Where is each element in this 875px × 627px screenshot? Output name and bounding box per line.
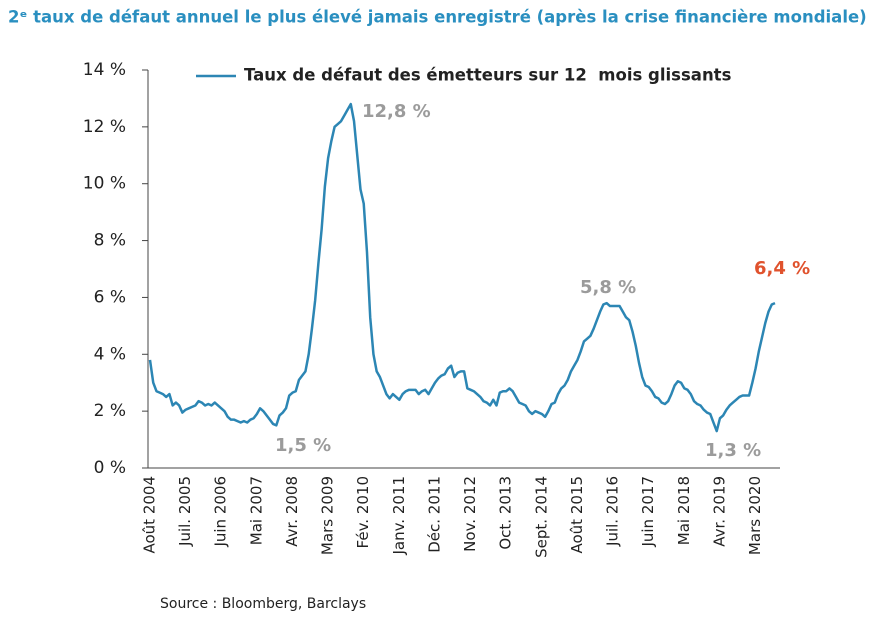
chart-title: 2ᵉ taux de défaut annuel le plus élevé j…: [8, 8, 867, 27]
x-tick-label: Mars 2009: [319, 476, 337, 555]
x-tick-label: Août 2004: [141, 476, 159, 554]
x-tick-label: Avr. 2019: [710, 476, 728, 547]
annotation: 1,3 %: [705, 440, 761, 461]
x-tick-label: Janv. 2011: [390, 476, 408, 556]
y-tick-label: 4 %: [94, 344, 126, 364]
x-tick-label: Juin 2017: [639, 476, 657, 548]
line: [148, 102, 776, 433]
x-tick-label: Nov. 2012: [461, 476, 479, 552]
source: Source : Bloomberg, Barclays: [160, 596, 366, 612]
y-tick-label: 6 %: [94, 287, 126, 307]
y-tick-label: 12 %: [83, 117, 126, 137]
annotation: 12,8 %: [362, 101, 431, 122]
x-tick-label: Mai 2018: [675, 476, 693, 545]
x-tick-label: Juil. 2016: [604, 476, 622, 547]
legend-label: Taux de défaut des émetteurs sur 12 mois…: [244, 66, 732, 85]
x-tick-label: Sept. 2014: [532, 476, 550, 558]
x-tick-label: Avr. 2008: [283, 476, 301, 547]
x-tick-label: Fév. 2010: [354, 476, 372, 548]
x-tick-label: Juil. 2005: [176, 476, 194, 547]
y-tick-label: 0 %: [94, 458, 126, 478]
x-tick-label: Mai 2007: [247, 476, 265, 545]
annotation: 6,4 %: [754, 258, 810, 279]
y-tick-label: 8 %: [94, 231, 126, 251]
x-tick-label: Déc. 2011: [425, 476, 443, 553]
annotation: 1,5 %: [275, 435, 331, 456]
y-tick-label: 14 %: [83, 60, 126, 80]
x-tick-label: Août 2015: [568, 476, 586, 554]
y-tick-label: 2 %: [94, 401, 126, 421]
x-tick-label: Juin 2006: [212, 476, 230, 548]
annotation: 5,8 %: [580, 277, 636, 298]
x-tick-label: Oct. 2013: [497, 476, 515, 550]
x-tick-label: Mars 2020: [746, 476, 764, 555]
y-tick-label: 10 %: [83, 174, 126, 194]
